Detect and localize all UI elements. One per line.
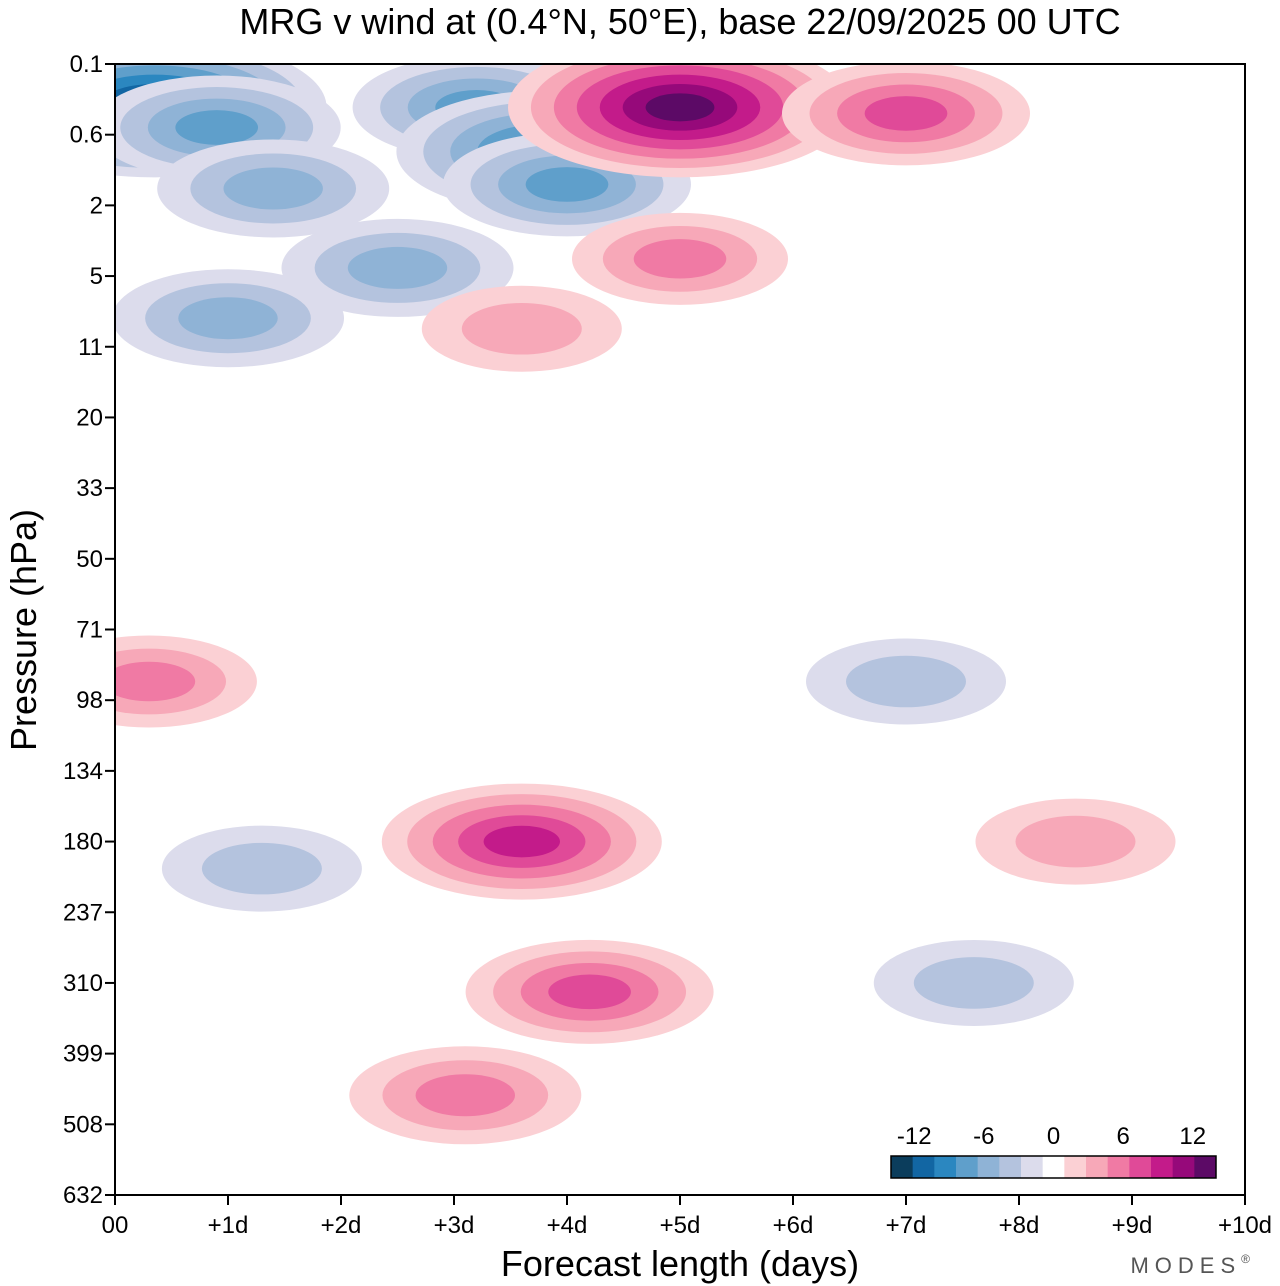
- colorbar-tick-label: -6: [973, 1123, 994, 1150]
- contour-field: [115, 64, 1176, 1145]
- y-tick-label: 399: [63, 1041, 103, 1068]
- contour-feature-14-level-3: [548, 974, 631, 1010]
- contour-feature-8-level-6: [645, 93, 715, 122]
- y-tick-label: 310: [63, 970, 103, 997]
- contour-feature-7-level-2: [178, 297, 278, 340]
- contour-feature-19-level-1: [846, 655, 966, 708]
- brand-mark: ®: [1241, 1252, 1250, 1266]
- x-tick-label: +5d: [660, 1212, 701, 1239]
- colorbar-swatch: [1194, 1156, 1217, 1178]
- y-tick-label: 0.6: [70, 122, 103, 149]
- contour-feature-10-level-2: [633, 239, 727, 279]
- x-tick-label: +10d: [1218, 1212, 1272, 1239]
- y-tick-label: 33: [76, 475, 103, 502]
- x-axis-label: Forecast length (days): [501, 1243, 859, 1284]
- y-tick-label: 2: [90, 192, 103, 219]
- contour-feature-6-level-2: [347, 246, 448, 289]
- contour-feature-17-level-1: [913, 957, 1034, 1009]
- contour-feature-13-level-4: [483, 825, 560, 858]
- contour-feature-5-level-3: [525, 167, 609, 202]
- x-tick-label: +9d: [1112, 1212, 1153, 1239]
- y-tick-label: 632: [63, 1182, 103, 1209]
- colorbar-swatch: [999, 1156, 1022, 1178]
- x-tick-label: +4d: [547, 1212, 588, 1239]
- colorbar-swatch: [956, 1156, 979, 1178]
- colorbar-swatch: [977, 1156, 1000, 1178]
- colorbar-swatch: [1086, 1156, 1109, 1178]
- colorbar-swatch: [891, 1156, 914, 1178]
- contour-feature-1-level-3: [175, 110, 259, 145]
- x-axis: 00 +1d +2d +3d +4d +5d +6d +7d +8d +9d +10d: [102, 1195, 1272, 1239]
- x-tick-label: 00: [102, 1212, 129, 1239]
- colorbar-tick-label: 12: [1179, 1123, 1206, 1150]
- y-tick-label: 50: [76, 546, 103, 573]
- colorbar-tick-label: 0: [1047, 1123, 1060, 1150]
- contour-feature-9-level-3: [864, 96, 948, 131]
- y-tick-label: 237: [63, 899, 103, 926]
- x-tick-label: +1d: [208, 1212, 249, 1239]
- y-tick-label: 20: [76, 404, 103, 431]
- brand-logo: MODES®: [1130, 1252, 1250, 1278]
- colorbar-tick-label: 6: [1116, 1123, 1129, 1150]
- x-tick-label: +3d: [434, 1212, 475, 1239]
- y-tick-label: 508: [63, 1111, 103, 1138]
- x-tick-label: +8d: [999, 1212, 1040, 1239]
- colorbar-swatch: [1151, 1156, 1174, 1178]
- contour-feature-11-level-1: [461, 302, 582, 355]
- colorbar-swatch: [1172, 1156, 1195, 1178]
- colorbar-swatch: [1042, 1156, 1065, 1178]
- chart-title: MRG v wind at (0.4°N, 50°E), base 22/09/…: [239, 1, 1120, 42]
- colorbar-frame: [890, 1155, 1217, 1179]
- y-tick-label: 5: [90, 263, 103, 290]
- y-tick-label: 11: [78, 334, 103, 361]
- contour-feature-2-level-2: [223, 167, 323, 210]
- colorbar-swatch: [1021, 1156, 1044, 1178]
- colorbar-legend: -12 -6 0 6 12: [883, 1112, 1224, 1186]
- y-tick-label: 0.1: [70, 51, 103, 78]
- colorbar-tick-label: -12: [897, 1123, 932, 1150]
- y-tick-label: 71: [76, 617, 103, 644]
- contour-feature-16-level-1: [1015, 815, 1136, 868]
- colorbar-swatch: [1064, 1156, 1087, 1178]
- contour-feature-15-level-2: [415, 1074, 516, 1117]
- y-tick-label: 98: [76, 687, 103, 714]
- y-tick-label: 180: [63, 829, 103, 856]
- y-axis-label: Pressure (hPa): [3, 509, 44, 751]
- colorbar-swatch: [934, 1156, 957, 1178]
- x-tick-label: +7d: [886, 1212, 927, 1239]
- colorbar-swatch: [1129, 1156, 1152, 1178]
- brand-name: MODES: [1130, 1253, 1241, 1278]
- contour-feature-18-level-1: [201, 842, 322, 895]
- colorbar-swatch: [1107, 1156, 1130, 1178]
- y-axis: 0.1 0.6 2 5 11 20 33 50 71 98 134 180 237 310 399 508 63…: [63, 51, 115, 1209]
- x-tick-label: +6d: [773, 1212, 814, 1239]
- x-tick-label: +2d: [321, 1212, 362, 1239]
- y-tick-label: 134: [63, 758, 103, 785]
- contour-feature-12-level-2: [115, 661, 196, 702]
- colorbar-swatch: [912, 1156, 935, 1178]
